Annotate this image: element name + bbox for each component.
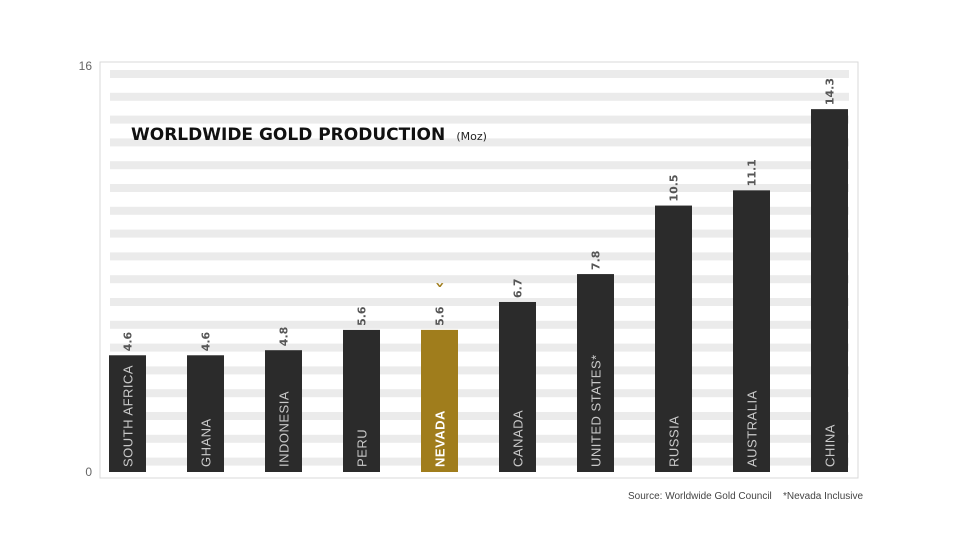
grid-stripe [110, 298, 849, 306]
bar-category-label: SOUTH AFRICA [121, 365, 136, 467]
grid-stripe [110, 92, 849, 101]
grid-stripe [110, 389, 849, 398]
bar-value-label: 5.6 [356, 306, 369, 326]
grid-stripe [110, 366, 849, 375]
bar-value-label: 4.8 [278, 327, 291, 347]
bar-value-label: 14.3 [824, 78, 837, 105]
bar-indonesia [265, 350, 302, 472]
grid-stripe [110, 115, 849, 124]
bar-category-label: UNITED STATES* [589, 354, 604, 467]
grid-stripe [110, 229, 849, 238]
bars: SOUTH AFRICA 4.6 GHANA 4.6 INDONESIA 4.8 PERU 5… [109, 78, 848, 472]
grid-stripe [110, 434, 849, 443]
grid-stripe [110, 275, 849, 284]
bar-canada [499, 301, 536, 472]
grid-stripe [110, 161, 849, 170]
grid-stripe [110, 457, 849, 466]
grid-stripe [110, 184, 849, 192]
y-tick-top: 16 [79, 59, 93, 73]
chart-title: WORLDWIDE GOLD PRODUCTION (Moz) [131, 125, 487, 145]
grid-stripe [110, 70, 849, 78]
chart-title-main: WORLDWIDE GOLD PRODUCTION [131, 125, 445, 145]
plot-frame [99, 61, 859, 479]
grid-stripes [110, 70, 849, 466]
bar-peru [343, 329, 380, 472]
bar-category-label: GHANA [199, 418, 214, 467]
bar-united-states [577, 274, 614, 472]
grid-stripe [110, 343, 849, 352]
bar-value-label: 7.8 [590, 251, 603, 271]
bar-value-label: 6.7 [512, 278, 525, 298]
y-tick-bottom: 0 [85, 465, 92, 479]
bar-category-label: CANADA [511, 410, 526, 467]
highlight-marker: ‹ [430, 282, 449, 289]
footnote: *Nevada Inclusive [783, 491, 864, 502]
chart-title-unit: (Moz) [456, 130, 487, 143]
bar-category-label: RUSSIA [667, 416, 682, 467]
bar-value-label: 4.6 [200, 331, 213, 351]
bar-category-label: PERU [355, 429, 370, 467]
grid-stripe [110, 252, 849, 261]
bar-nevada [421, 329, 458, 472]
grid-stripe [110, 206, 849, 215]
bar-value-label: 4.6 [122, 331, 135, 351]
bar-australia [733, 190, 770, 472]
source-note: Source: Worldwide Gold Council [628, 491, 772, 502]
grid-stripe [110, 138, 849, 147]
bar-value-label: 5.6 [434, 306, 447, 326]
bar-category-label: NEVADA [433, 410, 448, 467]
bar-category-label: INDONESIA [277, 391, 292, 467]
bar-value-label: 10.5 [668, 174, 681, 201]
bar-category-label: CHINA [823, 424, 838, 467]
bar-value-label: 11.1 [746, 159, 759, 186]
bar-russia [655, 205, 692, 472]
grid-stripe [110, 320, 849, 329]
bar-china [811, 109, 848, 472]
bar-ghana [187, 355, 224, 472]
bar-south-africa [109, 355, 146, 472]
bar-category-label: AUSTRALIA [745, 390, 760, 467]
grid-stripe [110, 412, 849, 420]
